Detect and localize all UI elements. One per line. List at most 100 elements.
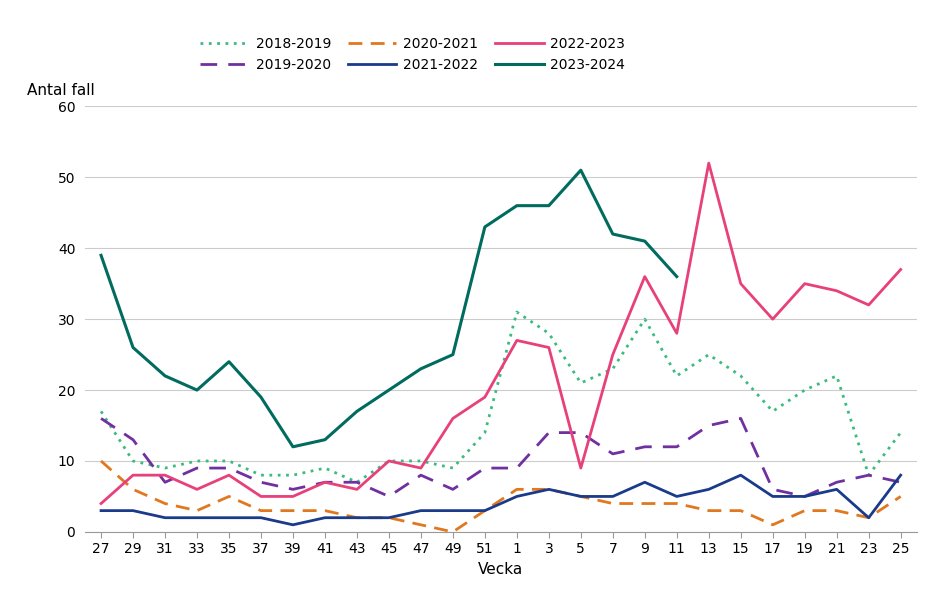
2023-2024 [638, 238, 649, 245]
2022-2023 [670, 330, 682, 337]
2020-2021 [799, 507, 810, 514]
2020-2021 [702, 507, 714, 514]
2022-2023 [799, 280, 810, 287]
2019-2020 [351, 479, 362, 486]
Line: 2019-2020: 2019-2020 [101, 418, 900, 496]
Line: 2023-2024: 2023-2024 [101, 170, 676, 447]
2018-2019 [702, 351, 714, 358]
2019-2020 [191, 465, 202, 472]
2022-2023 [351, 486, 362, 493]
2021-2022 [670, 493, 682, 500]
2019-2020 [95, 415, 107, 422]
2019-2020 [127, 436, 139, 443]
2021-2022 [830, 486, 841, 493]
2021-2022 [511, 493, 522, 500]
2020-2021 [160, 500, 171, 507]
X-axis label: Vecka: Vecka [478, 562, 523, 577]
2018-2019 [383, 457, 395, 465]
2020-2021 [511, 486, 522, 493]
2022-2023 [287, 493, 298, 500]
2021-2022 [287, 521, 298, 528]
2021-2022 [543, 486, 554, 493]
2022-2023 [511, 337, 522, 344]
2020-2021 [319, 507, 330, 514]
2023-2024 [223, 358, 234, 365]
2020-2021 [575, 493, 586, 500]
2019-2020 [575, 429, 586, 436]
2018-2019 [638, 316, 649, 323]
2022-2023 [95, 500, 107, 507]
2021-2022 [383, 514, 395, 521]
2018-2019 [223, 457, 234, 465]
2022-2023 [479, 394, 490, 401]
2022-2023 [255, 493, 266, 500]
2021-2022 [575, 493, 586, 500]
2020-2021 [414, 521, 426, 528]
2020-2021 [191, 507, 202, 514]
2018-2019 [799, 387, 810, 394]
2020-2021 [894, 493, 905, 500]
2022-2023 [702, 160, 714, 167]
2021-2022 [414, 507, 426, 514]
2020-2021 [638, 500, 649, 507]
2020-2021 [543, 486, 554, 493]
2020-2021 [95, 457, 107, 465]
2019-2020 [287, 486, 298, 493]
2019-2020 [734, 415, 746, 422]
2018-2019 [830, 372, 841, 379]
2021-2022 [95, 507, 107, 514]
2023-2024 [479, 223, 490, 230]
2020-2021 [351, 514, 362, 521]
Line: 2021-2022: 2021-2022 [101, 475, 900, 525]
2021-2022 [160, 514, 171, 521]
2021-2022 [799, 493, 810, 500]
2019-2020 [702, 422, 714, 429]
2020-2021 [287, 507, 298, 514]
2023-2024 [383, 387, 395, 394]
2021-2022 [351, 514, 362, 521]
2018-2019 [287, 472, 298, 479]
2020-2021 [734, 507, 746, 514]
2020-2021 [255, 507, 266, 514]
2018-2019 [351, 479, 362, 486]
2019-2020 [767, 486, 778, 493]
2021-2022 [767, 493, 778, 500]
2018-2019 [575, 379, 586, 387]
2019-2020 [830, 479, 841, 486]
2019-2020 [511, 465, 522, 472]
2023-2024 [319, 436, 330, 443]
2019-2020 [479, 465, 490, 472]
2023-2024 [670, 273, 682, 280]
2021-2022 [702, 486, 714, 493]
2021-2022 [894, 472, 905, 479]
2018-2019 [447, 465, 458, 472]
2022-2023 [414, 465, 426, 472]
2018-2019 [127, 457, 139, 465]
2020-2021 [767, 521, 778, 528]
2022-2023 [830, 287, 841, 294]
2022-2023 [191, 486, 202, 493]
2019-2020 [319, 479, 330, 486]
2021-2022 [223, 514, 234, 521]
2019-2020 [447, 486, 458, 493]
2019-2020 [543, 429, 554, 436]
2023-2024 [127, 344, 139, 351]
2018-2019 [479, 429, 490, 436]
Line: 2018-2019: 2018-2019 [101, 312, 900, 482]
2022-2023 [447, 415, 458, 422]
Line: 2022-2023: 2022-2023 [101, 163, 900, 504]
2023-2024 [511, 202, 522, 209]
2022-2023 [160, 472, 171, 479]
2021-2022 [319, 514, 330, 521]
2018-2019 [734, 372, 746, 379]
2020-2021 [606, 500, 617, 507]
2022-2023 [383, 457, 395, 465]
2019-2020 [414, 472, 426, 479]
2022-2023 [638, 273, 649, 280]
2023-2024 [351, 408, 362, 415]
2020-2021 [383, 514, 395, 521]
2022-2023 [767, 316, 778, 323]
2018-2019 [894, 429, 905, 436]
2021-2022 [127, 507, 139, 514]
2018-2019 [319, 465, 330, 472]
